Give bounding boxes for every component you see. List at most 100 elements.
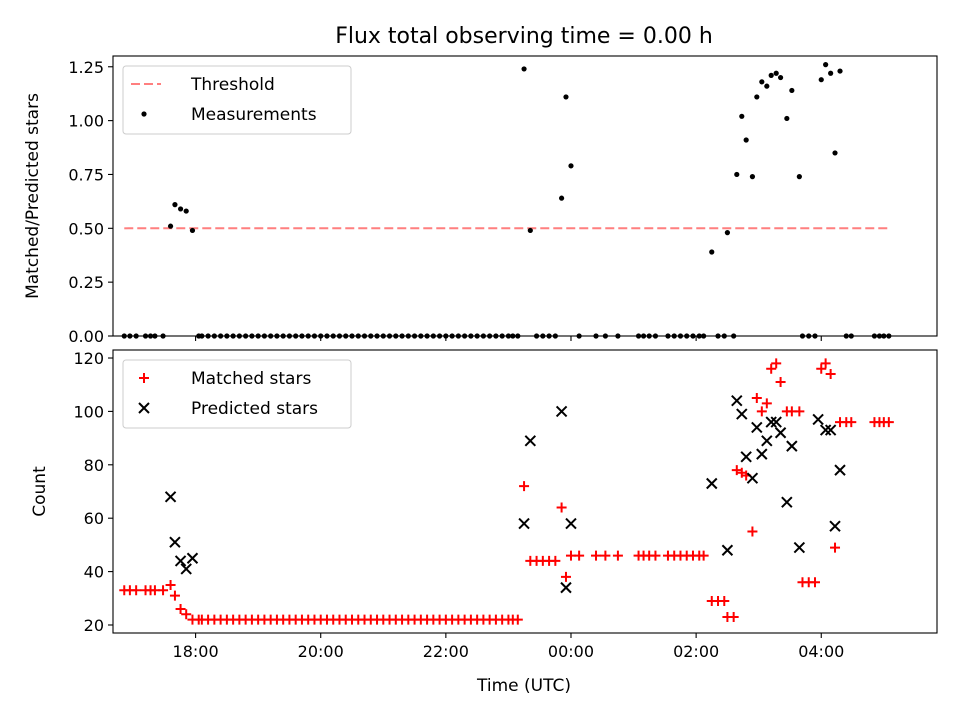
predicted-star-point [781, 496, 793, 508]
y-tick-label: 60 [84, 509, 104, 528]
axes-frame [112, 55, 938, 337]
matched-star-point [771, 358, 782, 369]
predicted-star-point [736, 408, 748, 420]
matched-star-point [816, 363, 827, 374]
matched-star-point [650, 550, 661, 561]
measurement-point [754, 94, 760, 100]
matched-star-point [560, 571, 571, 582]
matched-star-point [775, 377, 786, 388]
y-tick-label: 100 [73, 402, 104, 421]
legend-label: Measurements [191, 105, 317, 125]
matched-star-point [591, 550, 602, 561]
measurement-point [773, 70, 779, 76]
predicted-star-point [731, 395, 743, 407]
axes-frame [112, 349, 938, 634]
measurement-point [764, 83, 770, 89]
y-tick-label: 120 [73, 349, 104, 368]
matched-star-point [751, 393, 762, 404]
measurement-point [749, 174, 756, 180]
measurement-point [559, 195, 565, 201]
series-matched-stars [119, 358, 894, 625]
matched-star-point [719, 595, 730, 606]
y-axis-label: Count [30, 466, 50, 517]
matched-star-point [846, 417, 857, 428]
legend-box [122, 65, 352, 135]
predicted-star-point [756, 448, 768, 460]
series-predicted-stars [164, 395, 846, 594]
predicted-star-point [169, 536, 181, 548]
matched-star-point [830, 542, 841, 553]
measurement-point [823, 62, 829, 68]
matched-star-point [600, 550, 611, 561]
measurement-point [796, 174, 802, 180]
predicted-star-point [834, 464, 846, 476]
matched-star-point [809, 577, 820, 588]
matched-star-point [731, 465, 742, 476]
x-tick-label: 20:00 [298, 642, 344, 661]
matched-star-point [612, 550, 623, 561]
y-axis-label: Matched/Predicted stars [23, 93, 43, 299]
predicted-star-point [793, 541, 806, 554]
y-tick-label: 1.25 [68, 58, 104, 77]
matched-star-point [519, 481, 530, 492]
measurement-point [784, 115, 790, 122]
predicted-star-point [180, 563, 192, 575]
measurement-point [172, 202, 178, 208]
matched-star-point [766, 363, 777, 374]
y-tick-label: 0.50 [68, 219, 104, 238]
matched-star-point [175, 603, 186, 614]
measurement-point [777, 74, 784, 81]
measurement-point [527, 227, 533, 234]
predicted-star-point [746, 472, 759, 484]
measurement-point [563, 94, 569, 100]
measurement-point [837, 68, 843, 74]
x-tick-label: 22:00 [423, 642, 469, 661]
legend-matched-marker [139, 373, 149, 383]
predicted-star-point [812, 413, 824, 426]
matched-star-point [131, 585, 142, 596]
legend-label: Predicted stars [191, 399, 318, 419]
predicted-star-point [765, 416, 777, 428]
matched-star-point [794, 406, 805, 417]
predicted-star-point [751, 421, 763, 434]
matched-star-point [574, 550, 585, 561]
matched-star-point [512, 614, 523, 625]
predicted-star-point [761, 435, 773, 447]
predicted-star-point [706, 477, 718, 490]
matched-star-point [181, 609, 192, 620]
y-tick-label: 40 [84, 563, 104, 582]
flux-ratio-panel: 0.00 0.25 0.50 0.75 1.00 1.25 Matched/Predicte… [23, 55, 938, 346]
measurement-point [828, 70, 834, 76]
predicted-star-point [770, 416, 782, 428]
measurement-point [183, 208, 189, 214]
predicted-star-point [186, 552, 199, 564]
x-tick-label: 02:00 [673, 642, 719, 661]
y-tick-label: 0.75 [68, 165, 104, 184]
x-tick-label: 04:00 [798, 642, 844, 661]
y-tick-label: 20 [84, 616, 104, 635]
matched-star-point [883, 417, 894, 428]
star-count-panel: 20 40 60 80 100 120 18:00 20:00 22:00 00:00 02:00 0… [30, 349, 938, 661]
predicted-star-point [740, 451, 752, 463]
predicted-star-point [518, 517, 530, 530]
matched-star-point [728, 611, 739, 622]
measurement-point [734, 171, 740, 178]
matched-star-point [556, 502, 567, 513]
predicted-star-point [560, 581, 572, 594]
x-axis-label: Time (UTC) [476, 676, 571, 696]
matched-star-point [169, 590, 180, 601]
measurement-point [709, 249, 715, 255]
legend: Threshold Measurements [122, 65, 352, 135]
predicted-star-point [555, 405, 568, 418]
measurement-point [724, 230, 731, 236]
predicted-star-point [829, 520, 841, 532]
measurement-point [568, 163, 574, 169]
matched-star-point [698, 550, 709, 561]
legend: Matched stars Predicted stars [122, 359, 352, 429]
predicted-star-point [824, 424, 837, 436]
predicted-star-point [786, 440, 798, 452]
predicted-star-point [174, 555, 187, 567]
x-tick-label: 18:00 [173, 642, 219, 661]
matched-star-point [550, 555, 561, 566]
predicted-star-point [565, 517, 577, 530]
